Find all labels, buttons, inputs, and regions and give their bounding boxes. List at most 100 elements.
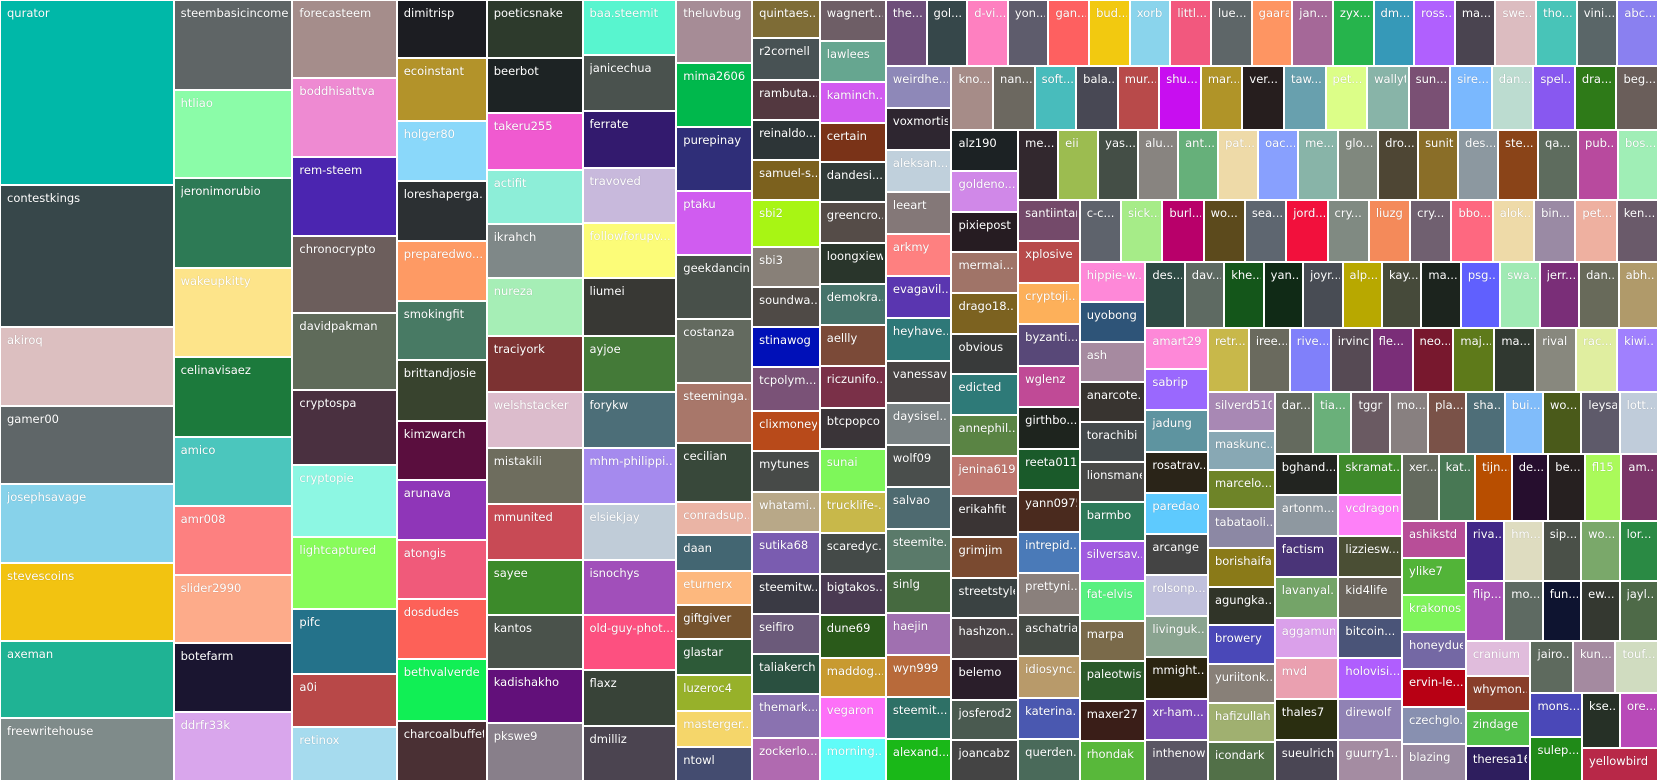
treemap-cell[interactable]: tggr — [1351, 392, 1390, 455]
treemap-cell[interactable]: slider2990 — [173, 574, 293, 644]
treemap-cell[interactable]: eturnerx — [676, 570, 753, 606]
treemap-cell[interactable]: taliakerch — [752, 654, 820, 695]
treemap-cell[interactable]: greencro... — [819, 201, 886, 243]
treemap-cell[interactable]: shu... — [1159, 66, 1201, 131]
treemap-cell[interactable]: chronocrypto — [292, 236, 397, 314]
treemap-cell[interactable]: xorb — [1129, 0, 1171, 67]
treemap-cell[interactable]: lue... — [1211, 0, 1252, 67]
treemap-cell[interactable]: kat... — [1438, 454, 1476, 521]
treemap-cell[interactable]: des... — [1145, 261, 1185, 329]
treemap-cell[interactable]: irvinc — [1330, 328, 1372, 393]
treemap-cell[interactable]: lightcaptured — [292, 537, 397, 609]
treemap-cell[interactable]: traciyork — [486, 336, 583, 392]
treemap-cell[interactable]: clixmoney — [752, 410, 820, 451]
treemap-cell[interactable]: pet... — [1575, 199, 1617, 262]
treemap-cell[interactable]: boddhisattva — [292, 77, 397, 158]
treemap-cell[interactable]: vanessav — [885, 360, 952, 403]
treemap-cell[interactable]: vegaron — [819, 697, 886, 739]
treemap-cell[interactable]: ylike7 — [1402, 557, 1466, 595]
treemap-cell[interactable]: fl15 — [1584, 454, 1622, 521]
treemap-cell[interactable]: ntowl — [676, 746, 753, 781]
treemap-cell[interactable]: samuel-s... — [752, 160, 820, 201]
treemap-cell[interactable]: psg... — [1460, 261, 1501, 329]
treemap-cell[interactable]: pet... — [1325, 66, 1368, 131]
treemap-cell[interactable]: maddog... — [819, 657, 886, 698]
treemap-cell[interactable]: a0i — [292, 673, 397, 727]
treemap-cell[interactable]: lavanyal... — [1274, 576, 1339, 618]
treemap-cell[interactable]: de... — [1511, 454, 1549, 521]
treemap-cell[interactable]: burl... — [1162, 199, 1204, 262]
treemap-cell[interactable]: ecoinstant — [396, 57, 487, 121]
treemap-cell[interactable]: fun... — [1542, 580, 1582, 642]
treemap-cell[interactable]: voxmortis — [885, 108, 952, 151]
treemap-cell[interactable]: am... — [1621, 454, 1658, 521]
treemap-cell[interactable]: fat-elvis — [1079, 581, 1146, 622]
treemap-cell[interactable]: wglenz — [1018, 365, 1080, 408]
treemap-cell[interactable]: ash — [1079, 341, 1146, 382]
treemap-cell[interactable]: bbo... — [1451, 199, 1493, 262]
treemap-cell[interactable]: steemit... — [885, 696, 952, 739]
treemap-cell[interactable]: bethvalverde — [396, 659, 487, 721]
treemap-cell[interactable]: arkmy — [885, 234, 952, 277]
treemap-cell[interactable]: mmight... — [1145, 657, 1208, 699]
treemap-cell[interactable]: wo... — [1203, 199, 1245, 262]
treemap-cell[interactable]: me... — [1018, 130, 1059, 200]
treemap-cell[interactable]: yuriitonk... — [1207, 664, 1275, 704]
treemap-cell[interactable]: ma... — [1454, 0, 1496, 67]
treemap-cell[interactable]: agungka... — [1207, 586, 1275, 626]
treemap-cell[interactable]: cry... — [1327, 199, 1369, 262]
treemap-cell[interactable]: jayl... — [1619, 580, 1658, 642]
treemap-cell[interactable]: charcoalbuffet — [396, 720, 487, 781]
treemap-cell[interactable]: wolf09 — [885, 444, 952, 487]
treemap-cell[interactable]: ervin-le... — [1402, 669, 1466, 707]
treemap-cell[interactable]: obvious — [951, 333, 1019, 375]
treemap-cell[interactable]: maskunc... — [1207, 431, 1275, 470]
treemap-cell[interactable]: forecasteem — [292, 0, 397, 78]
treemap-cell[interactable]: thales7 — [1274, 699, 1339, 741]
treemap-cell[interactable]: tia... — [1313, 392, 1352, 455]
treemap-cell[interactable]: mo... — [1389, 392, 1429, 455]
treemap-cell[interactable]: axeman — [0, 641, 174, 718]
treemap-cell[interactable]: maxer27 — [1079, 701, 1146, 742]
treemap-cell[interactable]: baa.steemit — [582, 0, 677, 56]
treemap-cell[interactable]: goldeno... — [951, 171, 1019, 212]
treemap-cell[interactable]: iree... — [1248, 328, 1290, 393]
treemap-cell[interactable]: dar... — [1274, 392, 1314, 455]
treemap-cell[interactable]: des... — [1458, 130, 1499, 200]
treemap-cell[interactable]: gamer00 — [0, 406, 174, 485]
treemap-cell[interactable]: preparedwo... — [396, 241, 487, 302]
treemap-cell[interactable]: marpa — [1079, 621, 1146, 662]
treemap-cell[interactable]: josephsavage — [0, 484, 174, 563]
treemap-cell[interactable]: browery — [1207, 625, 1275, 665]
treemap-cell[interactable]: whatami... — [752, 492, 820, 533]
treemap-cell[interactable]: ddrfr33k — [173, 711, 293, 781]
treemap-cell[interactable]: taw... — [1283, 66, 1326, 131]
treemap-cell[interactable]: pla... — [1428, 392, 1467, 455]
treemap-cell[interactable]: jairo... — [1530, 641, 1573, 694]
treemap-cell[interactable]: gan... — [1048, 0, 1090, 67]
treemap-cell[interactable]: wyn999 — [885, 654, 952, 697]
treemap-cell[interactable]: kay... — [1381, 261, 1422, 329]
treemap-cell[interactable]: abc... — [1617, 0, 1658, 67]
treemap-cell[interactable]: luzeroc4 — [676, 675, 753, 711]
treemap-cell[interactable]: zyx... — [1332, 0, 1374, 67]
treemap-cell[interactable]: brittandjosie — [396, 360, 487, 421]
treemap-cell[interactable]: bin... — [1534, 199, 1576, 262]
treemap-cell[interactable]: poeticsnake — [486, 0, 583, 58]
treemap-cell[interactable]: sea... — [1244, 199, 1287, 262]
treemap-cell[interactable]: sbi2 — [752, 200, 820, 247]
treemap-cell[interactable]: ma... — [1494, 328, 1536, 393]
treemap-cell[interactable]: lawlees — [819, 41, 886, 82]
treemap-cell[interactable]: bitcoin... — [1338, 617, 1403, 659]
treemap-cell[interactable]: kun... — [1572, 641, 1616, 694]
treemap-cell[interactable]: janicechua — [582, 55, 677, 111]
treemap-cell[interactable]: silversav... — [1079, 541, 1146, 582]
treemap-cell[interactable]: riva... — [1465, 520, 1505, 581]
treemap-cell[interactable]: maj... — [1453, 328, 1495, 393]
treemap-cell[interactable]: bos... — [1618, 130, 1658, 200]
treemap-cell[interactable]: girthbo... — [1018, 407, 1080, 449]
treemap-cell[interactable]: jenina619 — [951, 455, 1019, 497]
treemap-cell[interactable]: xer... — [1402, 454, 1439, 521]
treemap-cell[interactable]: conradsup... — [676, 502, 753, 536]
treemap-cell[interactable]: followforupv... — [582, 222, 677, 279]
